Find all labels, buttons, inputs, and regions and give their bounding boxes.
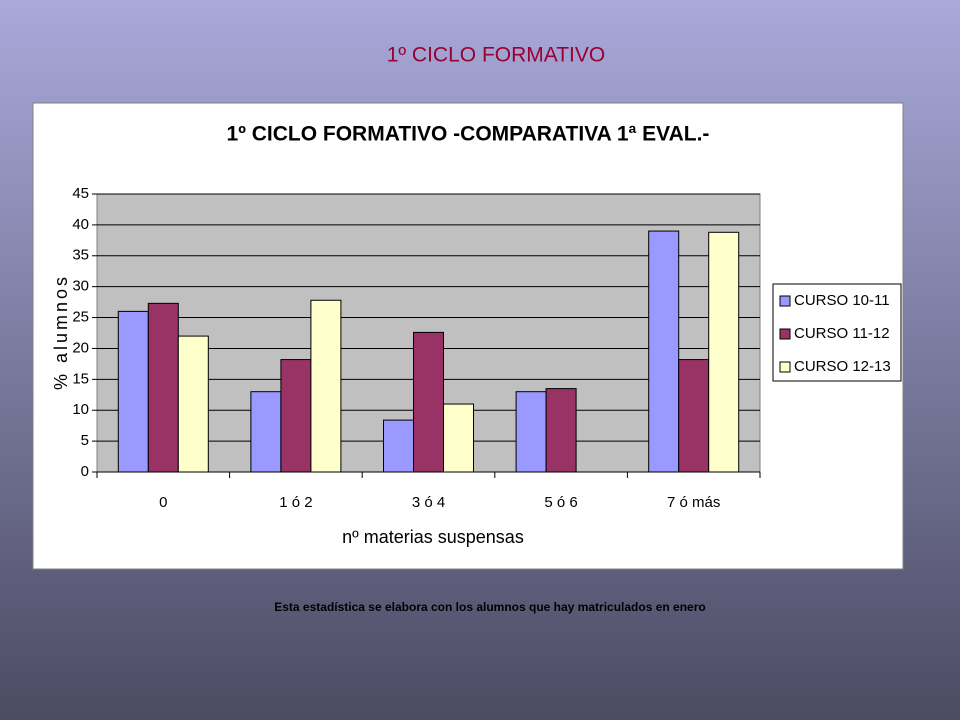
y-tick-label: 30 [72, 278, 89, 295]
bar [310, 299, 342, 473]
bar [117, 310, 149, 473]
bar [708, 231, 740, 473]
x-tick-label: 3 ó 4 [412, 494, 445, 511]
bar [515, 391, 547, 473]
slide-heading: 1º CICLO FORMATIVO [387, 44, 605, 67]
y-tick-label: 40 [72, 216, 89, 233]
bar [413, 331, 444, 473]
legend-swatch [779, 361, 791, 373]
bar [250, 391, 282, 473]
y-tick-label: 5 [81, 432, 89, 449]
bar [678, 359, 710, 473]
y-axis-label: % alumnos [51, 274, 71, 390]
y-tick-label: 20 [72, 339, 89, 356]
y-tick-label: 25 [72, 309, 89, 326]
x-axis-label: nº materias suspensas [342, 527, 524, 547]
chart-title: 1º CICLO FORMATIVO -COMPARATIVA 1ª EVAL.… [227, 123, 710, 146]
x-tick-label: 1 ó 2 [279, 494, 312, 511]
legend-swatch [779, 328, 791, 340]
y-tick-label: 15 [72, 370, 89, 387]
bar [147, 302, 179, 473]
footer-note: Esta estadística se elabora con los alum… [274, 600, 705, 614]
legend [772, 283, 902, 382]
legend-label: CURSO 10-11 [794, 292, 890, 309]
bar [177, 335, 209, 473]
bar [280, 359, 312, 473]
bar [383, 419, 414, 473]
bar [545, 388, 577, 473]
x-tick-label: 5 ó 6 [544, 494, 577, 511]
x-tick-label: 0 [159, 494, 167, 511]
y-tick-label: 10 [72, 401, 89, 418]
legend-label: CURSO 11-12 [794, 325, 890, 342]
y-tick-label: 45 [72, 185, 89, 202]
y-tick-label: 0 [81, 463, 89, 480]
bar [648, 230, 680, 473]
bar [443, 403, 474, 473]
x-tick-label: 7 ó más [667, 494, 720, 511]
legend-swatch [779, 295, 791, 307]
legend-label: CURSO 12-13 [794, 358, 891, 375]
y-tick-label: 35 [72, 247, 89, 264]
